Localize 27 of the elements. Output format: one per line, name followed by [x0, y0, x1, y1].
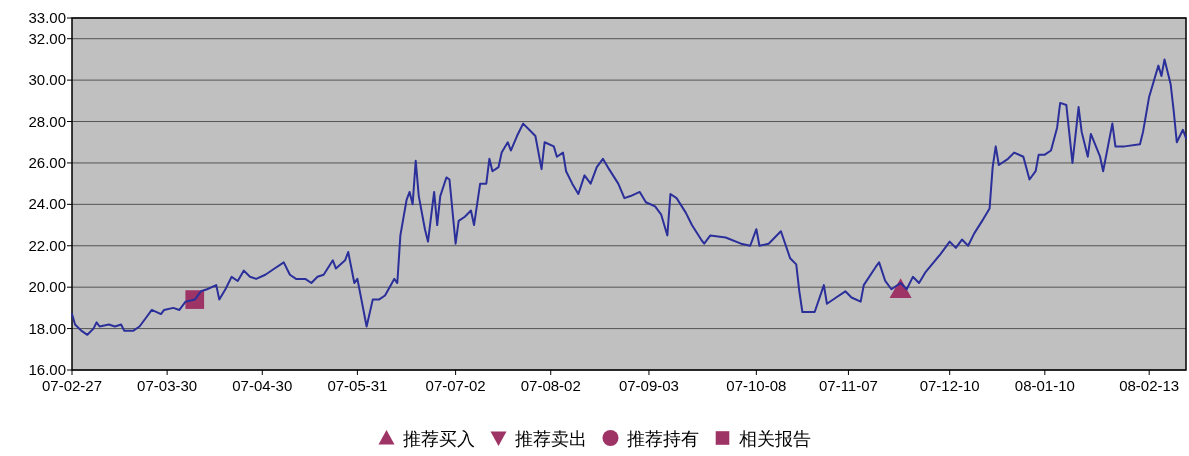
y-tick-label: 28.00 [28, 112, 66, 130]
x-tick-label: 07-11-07 [818, 377, 878, 394]
y-tick-label: 20.00 [28, 278, 66, 296]
y-tick-label: 33.00 [28, 9, 66, 26]
x-tick-label: 07-09-03 [618, 377, 679, 394]
x-tick-label: 08-01-10 [1014, 377, 1075, 394]
x-tick-label: 07-02-27 [41, 377, 103, 394]
x-tick-label: 07-08-02 [520, 377, 581, 394]
legend-label: 相关报告 [738, 429, 811, 449]
x-tick-label: 07-03-30 [137, 377, 198, 394]
line-series [71, 58, 1187, 336]
legend-label: 推荐卖出 [514, 429, 587, 449]
y-tick-label: 22.00 [28, 236, 66, 254]
y-tick-label: 24.00 [28, 195, 66, 213]
legend-label: 推荐买入 [402, 429, 475, 449]
x-tick-label: 08-02-13 [1119, 377, 1180, 394]
x-tick-label: 07-04-30 [232, 377, 293, 394]
x-tick-label: 07-07-02 [425, 377, 486, 394]
legend-label: 推荐持有 [626, 429, 699, 449]
y-tick-label: 16.00 [28, 361, 66, 378]
y-tick-label: 30.00 [28, 71, 66, 89]
x-tick-label: 07-12-10 [919, 377, 980, 394]
x-tick-label: 07-05-31 [327, 377, 388, 394]
x-tick-label: 07-10-08 [726, 377, 787, 394]
y-tick-label: 32.00 [28, 29, 66, 47]
y-tick-label: 18.00 [28, 319, 66, 337]
y-tick-label: 26.00 [28, 153, 66, 171]
